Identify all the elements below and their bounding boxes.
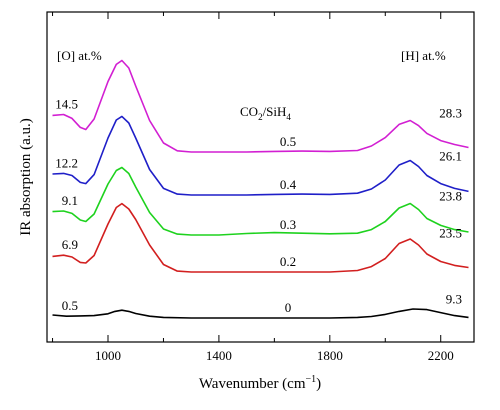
- h-content-label: 23.8: [439, 189, 462, 204]
- x-tick-label: 1400: [206, 348, 232, 363]
- series-line-ratio-0.5: [52, 59, 469, 153]
- series-layer: [52, 59, 469, 319]
- x-tick-label: 1800: [317, 348, 343, 363]
- annotations-layer: 0.5 9.3 0 6.9 23.5 0.2 9.1 23.8 0.3 12.2 26.1 0.4 14…: [55, 97, 462, 316]
- plot-frame: [46, 11, 475, 343]
- x-tick-label: 2200: [428, 348, 454, 363]
- h-content-label: 28.3: [439, 106, 462, 121]
- x-axis-tick-labels: 1000 1400 1800 2200: [95, 348, 454, 363]
- ratio-label: 0.3: [280, 217, 296, 232]
- o-content-label: 12.2: [55, 155, 78, 170]
- h-content-label: 26.1: [439, 149, 462, 164]
- o-content-label: 14.5: [55, 97, 78, 112]
- h-content-label: 9.3: [446, 292, 462, 307]
- x-tick-label: 1000: [95, 348, 121, 363]
- series-line-ratio-0.3: [52, 166, 469, 236]
- o-content-label: 6.9: [62, 237, 78, 252]
- ratio-label: 0: [285, 300, 292, 315]
- o-header-label: [O] at.%: [57, 48, 102, 63]
- o-content-label: 9.1: [62, 193, 78, 208]
- h-header-label: [H] at.%: [401, 48, 446, 63]
- ratio-header-label: CO2/SiH4: [240, 104, 291, 122]
- ratio-label: 0.2: [280, 254, 296, 269]
- series-line-ratio-0.4: [52, 115, 469, 196]
- ratio-label: 0.5: [280, 134, 296, 149]
- series-line-ratio-0.2: [52, 202, 469, 273]
- series-line-ratio-0: [52, 308, 469, 319]
- o-content-label: 0.5: [62, 298, 78, 313]
- x-axis-label: Wavenumber (cm−1): [199, 374, 321, 392]
- ratio-label: 0.4: [280, 177, 297, 192]
- y-axis-label: IR absorption (a.u.): [18, 118, 34, 235]
- h-content-label: 23.5: [439, 226, 462, 241]
- x-axis-ticks: [52, 12, 442, 342]
